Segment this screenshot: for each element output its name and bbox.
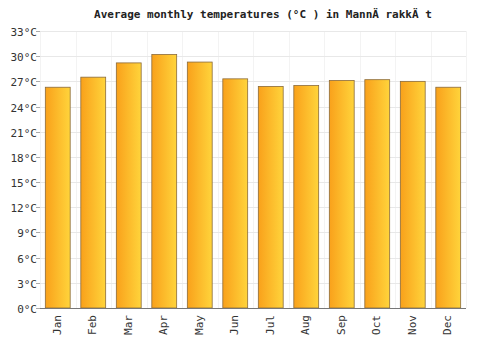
grid-line <box>40 31 466 32</box>
category-grid-line <box>253 31 254 308</box>
y-tick-label: 6°C <box>17 253 37 266</box>
x-tick-label: Sep <box>335 315 348 335</box>
bar <box>294 86 319 308</box>
bars <box>45 55 460 308</box>
bar <box>258 86 283 308</box>
bar <box>329 81 354 308</box>
y-tick-label: 18°C <box>11 152 38 165</box>
category-grid-line <box>466 31 467 308</box>
y-tick-label: 9°C <box>17 227 37 240</box>
category-grid-line <box>360 31 361 308</box>
bar <box>116 63 141 308</box>
y-tick-label: 33°C <box>11 26 38 39</box>
category-grid-line <box>40 31 41 308</box>
bar <box>152 55 177 308</box>
category-grid-line <box>289 31 290 308</box>
x-tick-label: Dec <box>441 315 454 335</box>
x-tick-label: Jan <box>51 315 64 335</box>
x-tick-label: Jun <box>228 315 241 335</box>
category-grid-line <box>324 31 325 308</box>
category-grid-line <box>147 31 148 308</box>
bar <box>400 81 425 308</box>
chart: Average monthly temperatures (°C ) in Ma… <box>0 0 500 350</box>
x-tick-label: May <box>193 315 206 335</box>
y-tick-label: 30°C <box>11 51 38 64</box>
category-grid-line <box>431 31 432 308</box>
x-tick-label: Jul <box>264 315 277 335</box>
category-grid-line <box>182 31 183 308</box>
title: Average monthly temperatures (°C ) in Ma… <box>94 7 432 21</box>
x-tick-label: Apr <box>157 315 170 335</box>
bar <box>436 87 461 308</box>
y-tick-label: 27°C <box>11 76 38 89</box>
x-tick-label: Oct <box>370 315 383 335</box>
y-tick-label: 21°C <box>11 127 38 140</box>
y-tick-label: 12°C <box>11 202 38 215</box>
grid-line <box>40 308 466 309</box>
bar <box>187 62 212 308</box>
y-tick-label: 3°C <box>17 278 37 291</box>
category-grid-line <box>218 31 219 308</box>
grid-line <box>40 56 466 57</box>
bar <box>45 87 70 308</box>
x-tick-label: Aug <box>299 315 312 335</box>
category-grid-line <box>76 31 77 308</box>
y-tick-label: 0°C <box>17 303 37 316</box>
category-grid-line <box>111 31 112 308</box>
x-tick-label: Nov <box>406 315 419 335</box>
bar <box>81 77 106 308</box>
x-tick-label: Feb <box>86 315 99 335</box>
x-axis <box>40 308 466 309</box>
category-grid-line <box>395 31 396 308</box>
bar <box>365 80 390 308</box>
bar <box>223 79 248 308</box>
y-tick-label: 15°C <box>11 177 38 190</box>
y-tick-label: 24°C <box>11 102 38 115</box>
x-tick-label: Mar <box>122 315 135 335</box>
